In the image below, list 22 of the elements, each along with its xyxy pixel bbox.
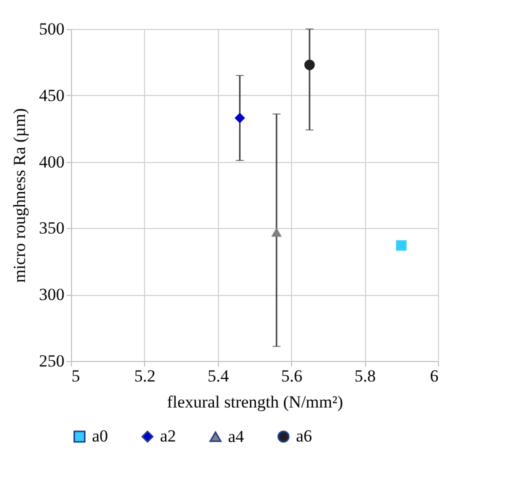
point	[304, 60, 315, 70]
x-tick-label: 5.4	[208, 366, 230, 386]
legend-label: a2	[160, 426, 176, 446]
y-tick-label: 250	[39, 352, 64, 370]
point	[271, 228, 282, 237]
point	[234, 112, 246, 124]
y-tick-label: 350	[39, 218, 64, 238]
y-axis-title: micro roughness Ra (µm)	[10, 108, 29, 283]
x-tick-label: 5.2	[134, 366, 156, 386]
legend-label: a6	[296, 426, 312, 446]
x-tick-label: 5	[72, 366, 80, 386]
point	[396, 240, 407, 251]
x-tick-label: 5.8	[354, 366, 376, 386]
x-axis-title: flexural strength (N/mm²)	[167, 392, 343, 412]
y-tick-label: 400	[39, 152, 64, 172]
x-tick-label: 6	[430, 366, 438, 386]
y-tick-label: 300	[39, 285, 64, 304]
y-tick-label: 500	[39, 20, 64, 38]
x-tick-label: 5.6	[281, 366, 302, 386]
legend-label: a4	[228, 426, 245, 446]
legend-label: a0	[92, 426, 108, 446]
y-tick-label: 450	[39, 86, 64, 105]
